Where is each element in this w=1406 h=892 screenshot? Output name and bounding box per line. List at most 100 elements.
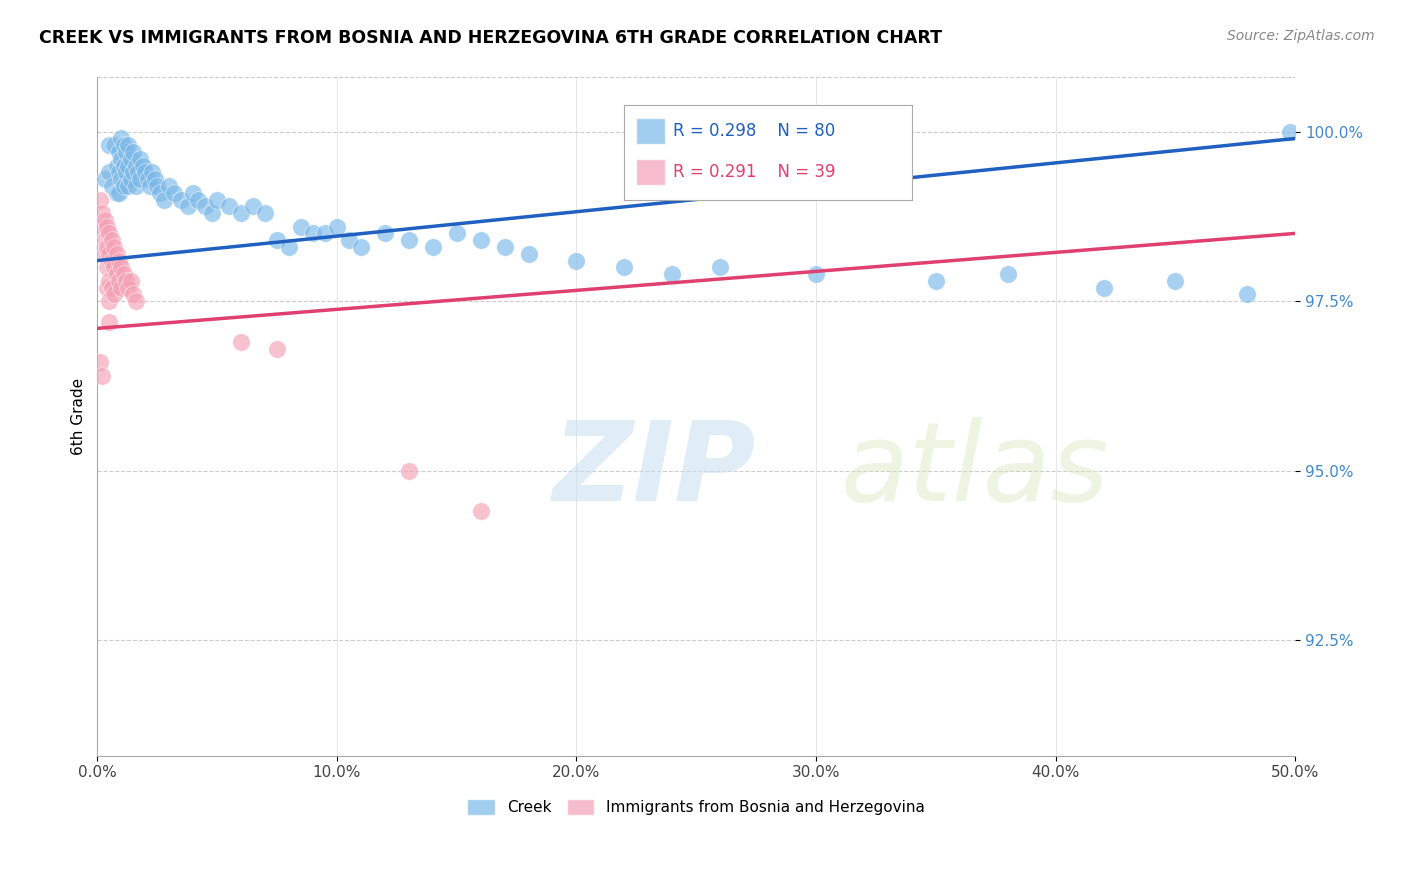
Point (108, 145, 131, 159)
Y-axis label: 6th Grade: 6th Grade (72, 378, 86, 455)
Point (125, 294, 148, 309)
Point (125, 178, 148, 193)
Point (112, 178, 135, 193)
Point (278, 240, 301, 254)
Point (117, 159, 139, 173)
Point (120, 172, 142, 186)
Point (1279, 125, 1302, 139)
Point (112, 267, 135, 281)
Point (997, 267, 1019, 281)
Point (93, 212, 115, 227)
Point (218, 199, 240, 213)
Point (105, 186, 128, 200)
Point (134, 165, 156, 179)
Point (470, 504, 492, 518)
Point (205, 193, 228, 207)
Point (398, 233, 420, 247)
Point (93, 246, 115, 260)
Point (127, 165, 149, 179)
Point (100, 178, 122, 193)
Point (91, 368, 114, 383)
Text: ZIP: ZIP (553, 417, 756, 524)
Point (100, 233, 122, 247)
Point (139, 178, 162, 193)
Point (314, 227, 336, 241)
Point (163, 186, 186, 200)
Point (96, 219, 118, 234)
Point (125, 159, 148, 173)
Point (110, 172, 132, 186)
Point (98, 294, 121, 309)
Point (266, 233, 288, 247)
Point (229, 206, 252, 220)
Point (98, 138, 121, 153)
Point (146, 178, 169, 193)
Point (613, 260, 636, 275)
Text: Source: ZipAtlas.com: Source: ZipAtlas.com (1227, 29, 1375, 43)
Text: atlas: atlas (839, 417, 1108, 524)
Point (110, 260, 132, 275)
Point (96, 280, 118, 294)
Point (108, 186, 131, 200)
Point (110, 131, 132, 145)
Point (709, 260, 731, 275)
Point (122, 165, 145, 179)
Point (98, 165, 121, 179)
Point (108, 253, 131, 268)
Point (91, 219, 114, 234)
Point (494, 240, 516, 254)
Point (201, 206, 224, 220)
Point (157, 178, 180, 193)
Point (115, 165, 138, 179)
Point (1236, 287, 1258, 301)
Point (266, 342, 288, 356)
Legend: Creek, Immigrants from Bosnia and Herzegovina: Creek, Immigrants from Bosnia and Herzeg… (460, 791, 934, 822)
Point (170, 193, 193, 207)
Point (103, 138, 125, 153)
Point (129, 152, 152, 166)
Point (290, 219, 312, 234)
Point (112, 138, 135, 153)
Point (93, 172, 115, 186)
Point (122, 287, 145, 301)
Point (517, 246, 540, 260)
Point (105, 246, 128, 260)
Point (302, 227, 325, 241)
Point (350, 240, 373, 254)
Point (115, 145, 138, 159)
Point (141, 165, 163, 179)
Point (925, 274, 948, 288)
Point (98, 227, 121, 241)
Point (100, 253, 122, 268)
Point (326, 219, 349, 234)
Point (254, 206, 277, 220)
Point (120, 274, 142, 288)
Point (120, 152, 142, 166)
Point (117, 138, 139, 153)
Point (117, 280, 139, 294)
Point (105, 267, 128, 281)
Point (374, 227, 396, 241)
Point (108, 274, 131, 288)
Point (1164, 274, 1187, 288)
Point (105, 159, 128, 173)
Point (112, 159, 135, 173)
Point (132, 159, 155, 173)
Point (129, 172, 152, 186)
Point (422, 240, 444, 254)
Point (89, 193, 111, 207)
Point (98, 314, 121, 328)
Text: CREEK VS IMMIGRANTS FROM BOSNIA AND HERZEGOVINA 6TH GRADE CORRELATION CHART: CREEK VS IMMIGRANTS FROM BOSNIA AND HERZ… (39, 29, 942, 46)
Point (177, 199, 200, 213)
Point (93, 233, 115, 247)
Point (110, 280, 132, 294)
Point (153, 193, 176, 207)
Point (117, 178, 139, 193)
Point (103, 260, 125, 275)
Point (242, 199, 264, 213)
Point (103, 287, 125, 301)
Point (446, 227, 468, 241)
Point (398, 464, 420, 478)
Point (187, 193, 209, 207)
Point (337, 233, 360, 247)
